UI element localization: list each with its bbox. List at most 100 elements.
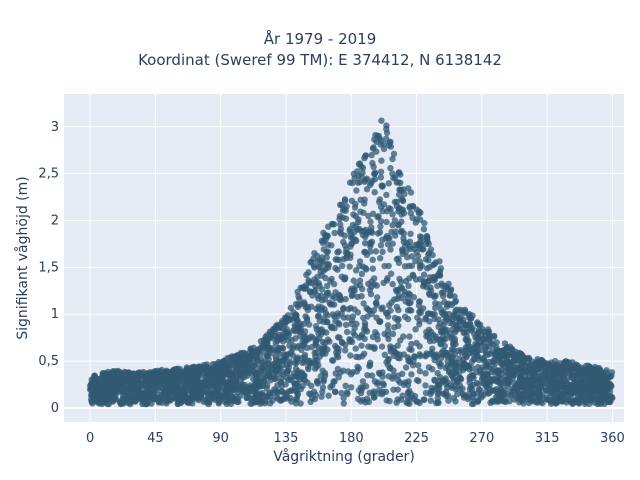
data-point [408, 262, 416, 269]
data-point [175, 392, 182, 399]
data-point [495, 371, 502, 379]
data-point [361, 319, 369, 327]
data-point [493, 339, 500, 346]
data-point [309, 292, 316, 299]
data-point [174, 400, 182, 407]
data-point [186, 398, 193, 405]
data-point [371, 275, 378, 282]
data-point [435, 337, 443, 344]
data-point [378, 391, 386, 398]
data-point [385, 335, 392, 343]
data-point [417, 216, 424, 223]
data-point [470, 374, 477, 382]
data-point [406, 275, 413, 282]
x-tick-label: 270 [469, 431, 494, 446]
data-point [198, 363, 205, 371]
data-point [338, 389, 345, 397]
data-point [377, 242, 385, 249]
data-point [446, 292, 453, 299]
y-tick-label: 0 [51, 401, 59, 416]
data-point [269, 325, 277, 333]
data-point [228, 380, 236, 387]
data-point [597, 392, 604, 399]
data-point [484, 329, 491, 336]
data-point [331, 294, 338, 302]
data-point [160, 390, 168, 397]
data-point [276, 345, 283, 352]
data-point [378, 343, 386, 350]
data-point [335, 248, 342, 255]
data-point [283, 353, 290, 361]
data-point [535, 387, 542, 394]
data-point [354, 309, 362, 316]
data-point [426, 264, 433, 271]
data-point [247, 382, 254, 389]
data-point [156, 394, 163, 402]
data-point [305, 363, 312, 371]
data-point [480, 372, 487, 379]
data-point [215, 397, 223, 404]
data-point [386, 397, 393, 405]
data-point [323, 249, 330, 256]
data-point [353, 320, 360, 328]
data-point [330, 378, 337, 385]
data-point [94, 382, 102, 389]
data-point [390, 150, 398, 157]
data-point [315, 312, 322, 319]
data-point [482, 350, 489, 358]
data-point [349, 369, 356, 376]
data-point [322, 339, 329, 347]
data-point [424, 235, 431, 242]
data-point [362, 264, 369, 272]
data-point [409, 214, 416, 221]
data-point [422, 382, 429, 389]
data-point [278, 334, 285, 341]
data-point [323, 329, 330, 336]
data-point [149, 385, 156, 393]
data-point [225, 361, 232, 368]
data-point [154, 367, 161, 374]
data-point [460, 391, 467, 399]
data-point [372, 248, 379, 255]
data-point [323, 289, 331, 297]
data-point [377, 174, 385, 181]
data-point [414, 241, 421, 248]
data-point [171, 367, 179, 374]
data-point [373, 138, 380, 145]
data-point [330, 221, 338, 228]
data-point [462, 364, 470, 371]
data-point [368, 151, 375, 159]
data-point [332, 256, 339, 263]
data-point [328, 242, 335, 249]
data-point [358, 342, 365, 349]
data-point [387, 364, 394, 371]
data-point [435, 316, 442, 323]
data-point [342, 215, 350, 222]
chart-subtitle: Koordinat (Sweref 99 TM): E 374412, N 61… [138, 51, 502, 69]
data-point [339, 262, 346, 269]
data-point [590, 369, 598, 376]
data-point [327, 278, 334, 285]
data-point [293, 359, 300, 366]
data-point [118, 378, 125, 385]
data-point [358, 163, 365, 170]
data-point [320, 260, 328, 267]
data-point [277, 357, 284, 364]
data-point [534, 356, 541, 363]
data-point [371, 175, 379, 183]
data-point [195, 383, 202, 390]
data-point [451, 383, 458, 390]
data-point [415, 298, 423, 305]
data-point [312, 323, 320, 330]
y-tick-label: 2 [51, 214, 59, 229]
data-point [362, 383, 370, 390]
data-point [319, 349, 327, 356]
data-point [377, 223, 384, 230]
data-point [444, 358, 451, 365]
data-point [353, 187, 360, 194]
data-point [565, 366, 572, 374]
data-point [412, 326, 419, 333]
data-point [216, 376, 223, 384]
data-point [431, 376, 438, 383]
data-point [428, 349, 435, 356]
